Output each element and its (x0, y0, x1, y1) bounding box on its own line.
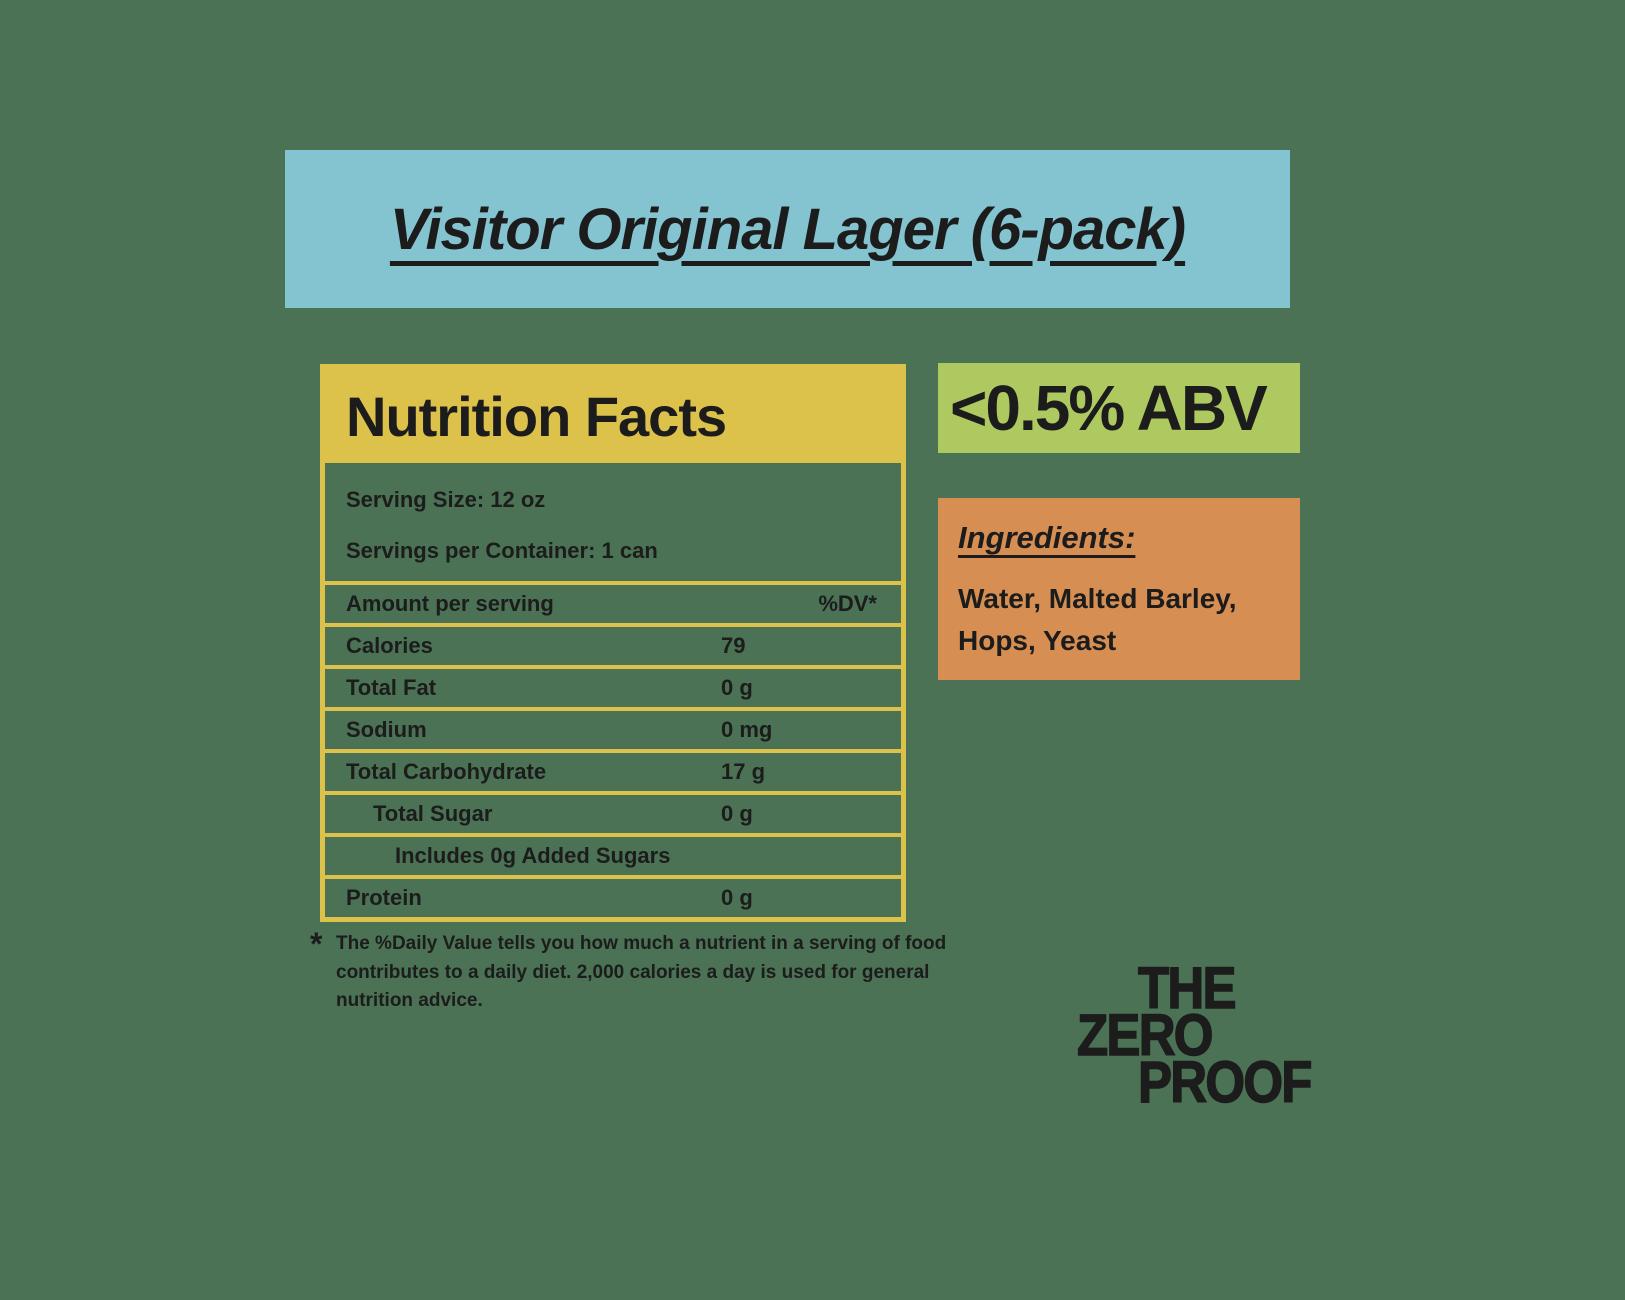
nutrition-row: Sodium 0 mg (325, 707, 901, 749)
nutrition-row: Total Sugar 0 g (325, 791, 901, 833)
logo-line-proof: PROOF (1137, 1050, 1313, 1115)
serving-size-text: Serving Size: 12 oz (346, 487, 546, 512)
servings-per-container-text: Servings per Container: 1 can (346, 538, 658, 563)
nutrient-label: Total Fat (346, 675, 437, 700)
ingredients-list: Water, Malted Barley, Hops, Yeast (958, 583, 1237, 656)
nutrient-label: Calories (346, 633, 433, 658)
nutrient-label: Total Carbohydrate (346, 759, 547, 784)
nutrient-value: 0 g (721, 675, 753, 700)
nutrition-row: Total Fat 0 g (325, 665, 901, 707)
nutrition-rows: Amount per serving %DV* Calories 79 Tota… (325, 581, 901, 917)
nutrition-facts-title: Nutrition Facts (346, 384, 727, 448)
nutrition-facts-header: Nutrition Facts (325, 369, 901, 463)
percent-dv-label: %DV* (818, 591, 877, 616)
nutrition-facts-panel: Nutrition Facts Serving Size: 12 oz Serv… (320, 364, 906, 922)
footnote-asterisk: * (310, 926, 323, 962)
serving-info-section: Serving Size: 12 oz Servings per Contain… (325, 463, 901, 581)
nutrition-row: Includes 0g Added Sugars (325, 833, 901, 875)
nutrition-row: Calories 79 (325, 623, 901, 665)
ingredients-box: Ingredients: Water, Malted Barley, Hops,… (938, 498, 1300, 680)
nutrient-value: 0 g (721, 885, 753, 910)
nutrient-value: 0 g (721, 801, 753, 826)
nutrient-value: 79 (721, 633, 746, 658)
amount-header-row: Amount per serving %DV* (325, 581, 901, 623)
nutrient-label: Protein (346, 885, 422, 910)
product-banner: Visitor Original Lager (6-pack) (285, 150, 1290, 308)
footnote-text: The %Daily Value tells you how much a nu… (336, 933, 947, 1011)
amount-per-serving-label: Amount per serving (346, 591, 554, 616)
nutrition-row: Protein 0 g (325, 875, 901, 917)
nutrient-label: Total Sugar (373, 801, 493, 826)
nutrition-row: Total Carbohydrate 17 g (325, 749, 901, 791)
nutrient-label: Sodium (346, 717, 427, 742)
ingredients-title: Ingredients: (958, 520, 1136, 555)
abv-text: <0.5% ABV (950, 372, 1268, 444)
nutrient-value: 17 g (721, 759, 766, 784)
nutrient-label: Includes 0g Added Sugars (395, 843, 671, 868)
dv-footnote: * The %Daily Value tells you how much a … (310, 926, 960, 1016)
product-title: Visitor Original Lager (6-pack) (389, 196, 1186, 262)
logo-line-zero: ZERO (1076, 1003, 1214, 1068)
nutrient-value: 0 mg (721, 717, 773, 742)
logo-line-the: THE (1137, 956, 1237, 1021)
abv-badge: <0.5% ABV (938, 363, 1300, 453)
